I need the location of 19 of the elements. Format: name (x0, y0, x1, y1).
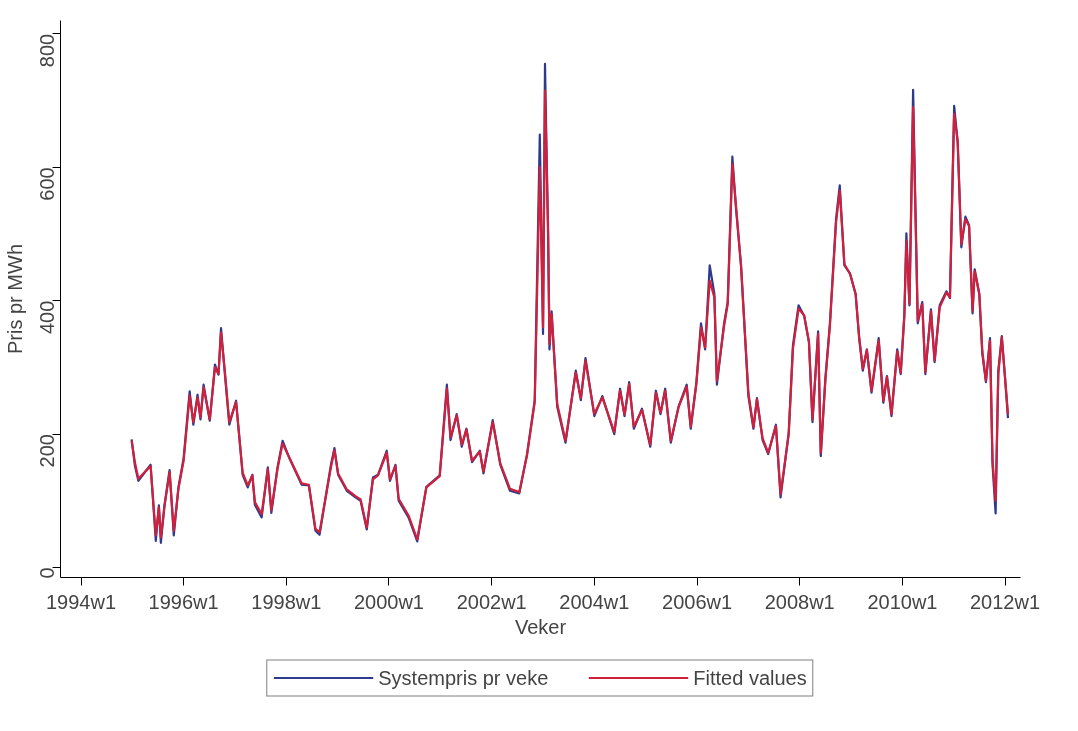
x-tick-label: 2010w1 (867, 590, 938, 613)
x-tick-label: 1996w1 (148, 590, 219, 613)
x-tick-label: 2008w1 (764, 590, 835, 613)
legend-label: Systempris pr veke (378, 666, 549, 689)
y-tick-label: 0 (36, 567, 59, 579)
x-tick-label: 2000w1 (353, 590, 425, 613)
y-tick-label: 200 (36, 434, 59, 468)
y-axis-title: Pris pr MWh (3, 244, 26, 354)
x-tick-label: 1998w1 (251, 590, 322, 613)
x-axis-title: Veker (514, 615, 567, 638)
y-tick-label: 600 (36, 167, 59, 201)
x-tick-label: 1994w1 (45, 590, 117, 613)
y-tick-label: 400 (36, 300, 59, 335)
legend-label: Fitted values (693, 666, 807, 689)
y-tick-label: 800 (36, 33, 59, 68)
x-tick-label: 2006w1 (662, 590, 733, 613)
x-tick-label: 2004w1 (559, 590, 630, 613)
x-tick-label: 2012w1 (970, 590, 1041, 613)
x-tick-label: 2002w1 (456, 590, 527, 613)
